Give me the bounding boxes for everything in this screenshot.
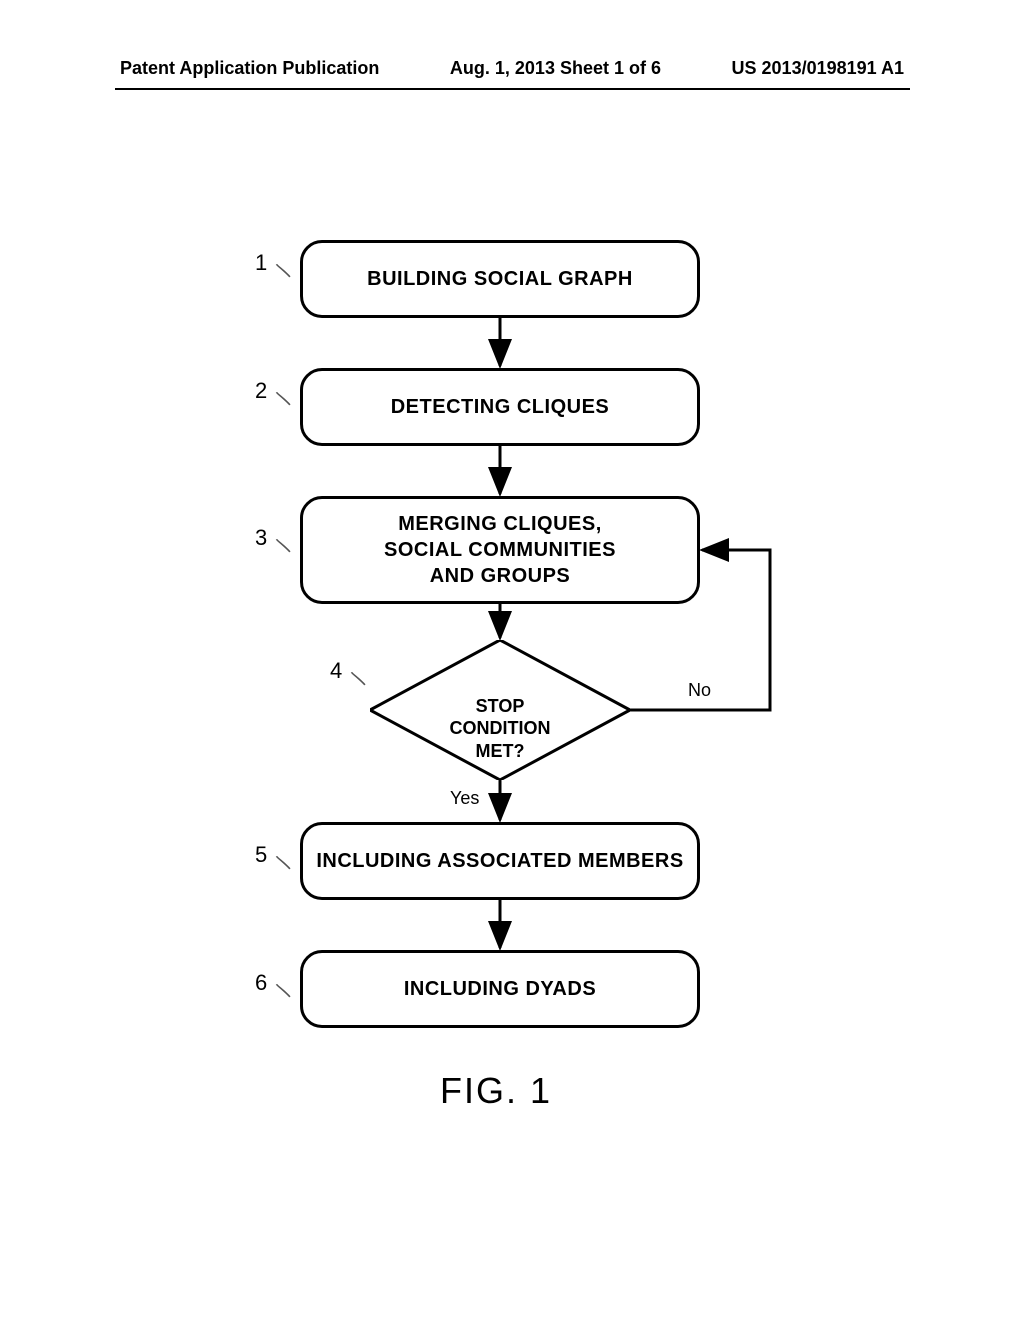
figure-caption: FIG. 1	[440, 1070, 552, 1112]
header-left: Patent Application Publication	[120, 58, 379, 79]
edge-label-no: No	[688, 680, 711, 701]
header-center: Aug. 1, 2013 Sheet 1 of 6	[450, 58, 661, 79]
edge-label-yes: Yes	[450, 788, 479, 809]
header-right: US 2013/0198191 A1	[732, 58, 904, 79]
connectors	[0, 240, 1024, 1060]
header-rule	[115, 88, 910, 90]
page-header: Patent Application Publication Aug. 1, 2…	[0, 58, 1024, 79]
